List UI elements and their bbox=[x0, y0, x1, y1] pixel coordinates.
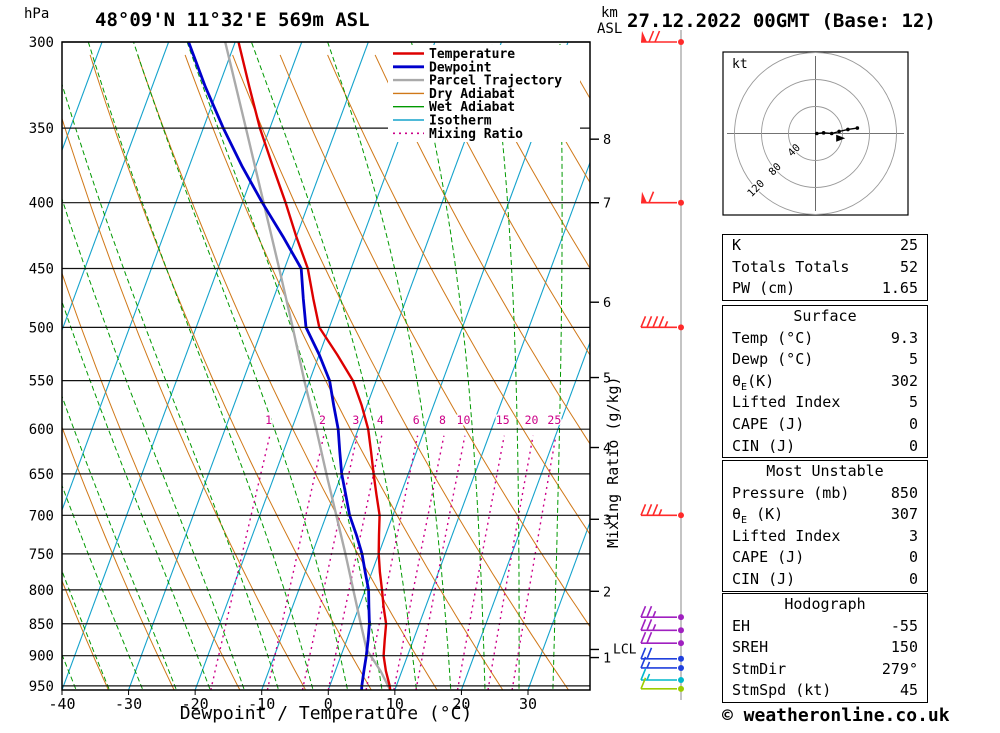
svg-text:1: 1 bbox=[265, 413, 272, 427]
svg-text:3: 3 bbox=[603, 512, 611, 528]
svg-text:750: 750 bbox=[29, 547, 54, 563]
stat-row: PW (cm) 1.65 bbox=[732, 279, 918, 298]
stat-row: Totals Totals 52 bbox=[732, 257, 918, 276]
stat-row: StmDir 279° bbox=[732, 659, 918, 678]
svg-text:650: 650 bbox=[29, 467, 54, 483]
svg-text:300: 300 bbox=[29, 35, 54, 51]
svg-text:Wet Adiabat: Wet Adiabat bbox=[429, 100, 515, 115]
svg-text:30: 30 bbox=[519, 695, 537, 713]
svg-text:20: 20 bbox=[452, 695, 470, 713]
svg-text:6: 6 bbox=[603, 295, 611, 311]
svg-text:-30: -30 bbox=[115, 695, 142, 713]
indices-table: K 25 Totals Totals 52 PW (cm) 1.65 bbox=[722, 234, 928, 301]
hodograph-table: Hodograph EH -55 SREH 150 StmDir 279° StmSpd (k… bbox=[722, 593, 928, 703]
stat-row: EH -55 bbox=[732, 616, 918, 635]
svg-text:25: 25 bbox=[547, 413, 561, 427]
stat-row: CAPE (J) 0 bbox=[732, 548, 918, 567]
stat-row: CIN (J) 0 bbox=[732, 569, 918, 588]
svg-text:10: 10 bbox=[386, 695, 404, 713]
svg-text:-20: -20 bbox=[182, 695, 209, 713]
table-section-title: Surface bbox=[793, 307, 857, 325]
most-unstable-table: Most Unstable Pressure (mb) 850 θE (K) 307 Li… bbox=[722, 460, 928, 592]
stat-row: CAPE (J) 0 bbox=[732, 414, 918, 433]
svg-text:2: 2 bbox=[603, 584, 611, 600]
svg-text:900: 900 bbox=[29, 649, 54, 665]
stat-row: θE(K) 302 bbox=[732, 371, 918, 393]
table-section-title: Most Unstable bbox=[766, 462, 884, 480]
svg-text:500: 500 bbox=[29, 320, 54, 336]
svg-text:7: 7 bbox=[603, 196, 611, 212]
stat-row: Pressure (mb) 850 bbox=[732, 483, 918, 502]
svg-text:LCL: LCL bbox=[613, 642, 637, 657]
svg-text:Dry Adiabat: Dry Adiabat bbox=[429, 87, 515, 102]
stat-row: K 25 bbox=[732, 236, 918, 254]
station-title: 48°09'N 11°32'E 569m ASL bbox=[95, 9, 370, 31]
stat-row: StmSpd (kt) 45 bbox=[732, 681, 918, 700]
svg-text:350: 350 bbox=[29, 121, 54, 137]
stat-row: CIN (J) 0 bbox=[732, 436, 918, 455]
svg-text:1: 1 bbox=[603, 651, 611, 667]
stat-row: SREH 150 bbox=[732, 638, 918, 657]
km-axis-label: km bbox=[601, 5, 618, 21]
svg-text:5: 5 bbox=[603, 371, 611, 387]
svg-text:15: 15 bbox=[496, 413, 510, 427]
svg-text:kt: kt bbox=[732, 57, 748, 72]
run-title: 27.12.2022 00GMT (Base: 12) bbox=[627, 10, 936, 32]
temp-axis-title: Dewpoint / Temperature (°C) bbox=[179, 703, 473, 724]
svg-text:700: 700 bbox=[29, 508, 54, 524]
stat-row: θE (K) 307 bbox=[732, 505, 918, 527]
svg-text:20: 20 bbox=[525, 413, 539, 427]
surface-table: Surface Temp (°C) 9.3 Dewp (°C) 5 θE(K) 302 Lif… bbox=[722, 305, 928, 459]
svg-text:-40: -40 bbox=[48, 695, 75, 713]
svg-text:-10: -10 bbox=[248, 695, 275, 713]
svg-text:950: 950 bbox=[29, 679, 54, 695]
svg-text:800: 800 bbox=[29, 583, 54, 599]
stat-row: Temp (°C) 9.3 bbox=[732, 328, 918, 347]
svg-text:Dewpoint: Dewpoint bbox=[429, 60, 492, 75]
svg-text:400: 400 bbox=[29, 196, 54, 212]
svg-text:3: 3 bbox=[352, 413, 359, 427]
svg-text:Temperature: Temperature bbox=[429, 47, 515, 62]
svg-text:0: 0 bbox=[324, 695, 333, 713]
pressure-axis-unit-label: hPa bbox=[24, 6, 50, 22]
svg-text:Isotherm: Isotherm bbox=[429, 114, 492, 129]
asl-axis-label: ASL bbox=[597, 21, 623, 37]
svg-text:850: 850 bbox=[29, 617, 54, 633]
table-section-title: Hodograph bbox=[784, 595, 866, 613]
svg-text:600: 600 bbox=[29, 422, 54, 438]
svg-text:4: 4 bbox=[377, 413, 384, 427]
svg-text:Mixing Ratio: Mixing Ratio bbox=[429, 127, 523, 142]
svg-text:550: 550 bbox=[29, 374, 54, 390]
svg-text:Parcel Trajectory: Parcel Trajectory bbox=[429, 74, 562, 89]
svg-text:450: 450 bbox=[29, 261, 54, 277]
copyright: © weatheronline.co.uk bbox=[722, 705, 950, 726]
stat-row: Lifted Index 3 bbox=[732, 526, 918, 545]
svg-text:6: 6 bbox=[413, 413, 420, 427]
mixing-ratio-axis-title: Mixing Ratio (g/kg) bbox=[604, 376, 622, 548]
stat-row: Lifted Index 5 bbox=[732, 393, 918, 412]
svg-text:4: 4 bbox=[603, 441, 611, 457]
stat-row: Dewp (°C) 5 bbox=[732, 350, 918, 369]
svg-text:10: 10 bbox=[457, 413, 471, 427]
svg-text:8: 8 bbox=[603, 132, 611, 148]
svg-text:2: 2 bbox=[319, 413, 326, 427]
svg-text:8: 8 bbox=[439, 413, 446, 427]
